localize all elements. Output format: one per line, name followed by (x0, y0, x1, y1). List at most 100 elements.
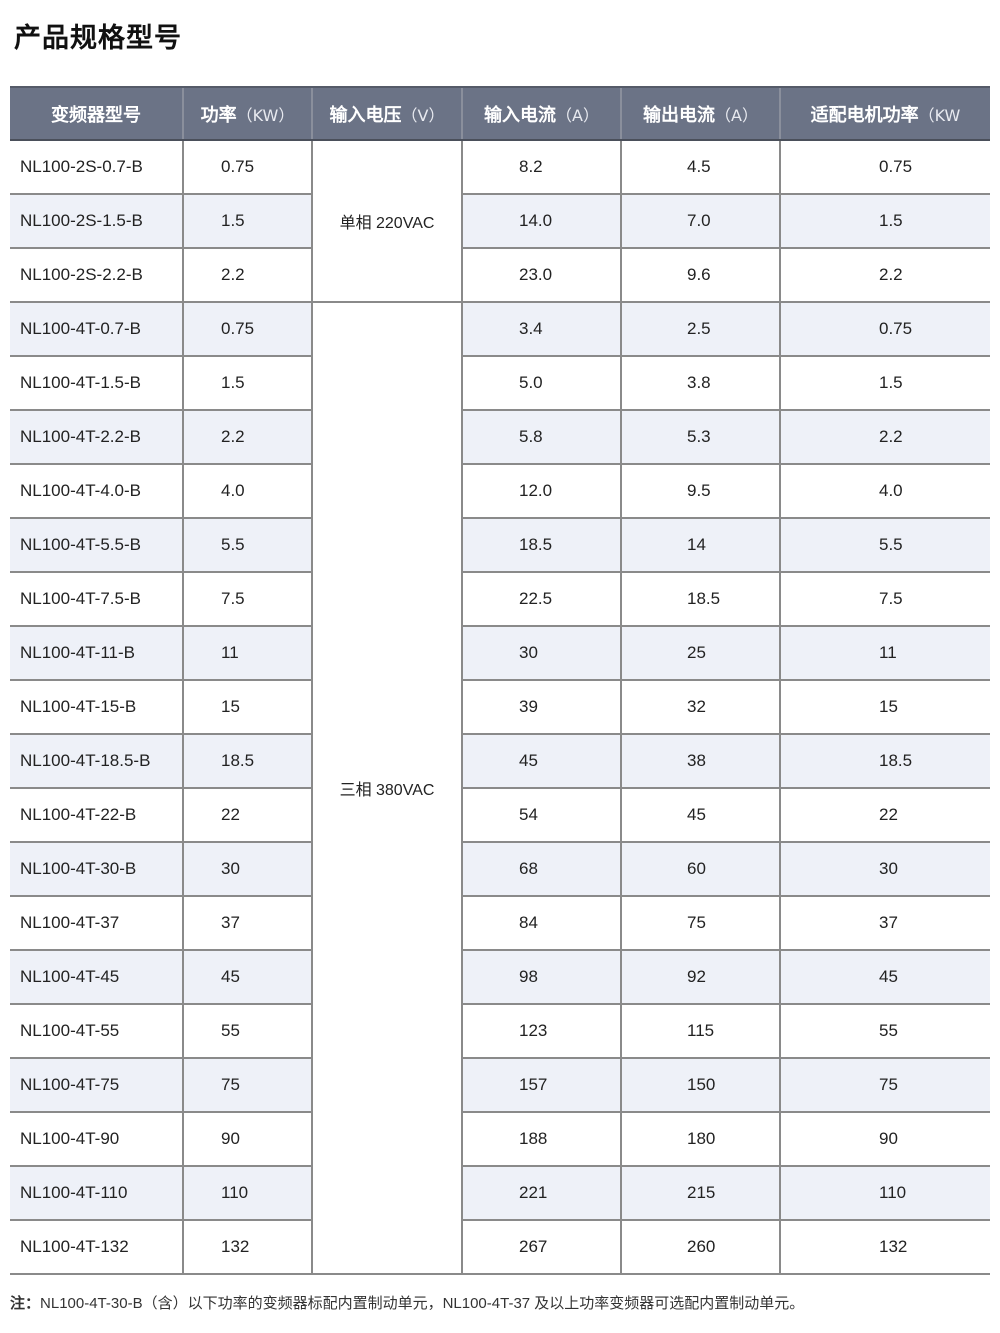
cell-input-current: 84 (461, 896, 621, 951)
cell-model: NL100-2S-1.5-B (10, 194, 183, 249)
cell-motor-power: 7.5 (779, 572, 990, 627)
cell-power: 5.5 (182, 518, 312, 573)
spec-table: 变频器型号 功率（KW） 输入电压（V） 输入电流（A） 输出电流（A） 适配电… (10, 86, 990, 1275)
cell-input-current: 14.0 (461, 194, 621, 249)
cell-output-current: 150 (620, 1058, 780, 1113)
cell-input-current: 221 (461, 1166, 621, 1221)
cell-output-current: 45 (620, 788, 780, 843)
table-row: NL100-4T-90 90 188 180 90 (10, 1112, 990, 1167)
cell-model: NL100-4T-2.2-B (10, 410, 183, 465)
cell-output-current: 60 (620, 842, 780, 897)
cell-output-current: 14 (620, 518, 780, 573)
cell-power: 1.5 (182, 356, 312, 411)
cell-output-current: 180 (620, 1112, 780, 1167)
table-row: NL100-4T-30-B 30 68 60 30 (10, 842, 990, 897)
footnote: 注：NL100-4T-30-B（含）以下功率的变频器标配内置制动单元，NL100… (10, 1295, 805, 1312)
cell-motor-power: 90 (779, 1112, 990, 1167)
cell-input-current: 8.2 (461, 140, 621, 195)
cell-motor-power: 1.5 (779, 356, 990, 411)
table-row: NL100-2S-1.5-B 1.5 14.0 7.0 1.5 (10, 194, 990, 249)
cell-input-current: 188 (461, 1112, 621, 1167)
cell-model: NL100-4T-30-B (10, 842, 183, 897)
cell-motor-power: 2.2 (779, 248, 990, 303)
table-row: NL100-4T-110 110 221 215 110 (10, 1166, 990, 1221)
header-input-current: 输入电流（A） (461, 86, 621, 141)
cell-power: 0.75 (182, 140, 312, 195)
cell-model: NL100-4T-18.5-B (10, 734, 183, 789)
cell-model: NL100-4T-7.5-B (10, 572, 183, 627)
cell-input-current: 18.5 (461, 518, 621, 573)
cell-input-current: 39 (461, 680, 621, 735)
cell-model: NL100-4T-55 (10, 1004, 183, 1059)
cell-motor-power: 11 (779, 626, 990, 681)
cell-model: NL100-2S-0.7-B (10, 140, 183, 195)
page-title: 产品规格型号 (14, 23, 182, 54)
table-row: NL100-4T-0.7-B 0.75 三相 380VAC 3.4 2.5 0.75 (10, 302, 990, 1275)
table-row: NL100-4T-22-B 22 54 45 22 (10, 788, 990, 843)
cell-input-current: 5.8 (461, 410, 621, 465)
cell-output-current: 92 (620, 950, 780, 1005)
cell-model: NL100-4T-45 (10, 950, 183, 1005)
cell-output-current: 38 (620, 734, 780, 789)
cell-power: 4.0 (182, 464, 312, 519)
cell-output-current: 215 (620, 1166, 780, 1221)
cell-output-current: 9.6 (620, 248, 780, 303)
header-output-current: 输出电流（A） (620, 86, 780, 141)
cell-model: NL100-4T-11-B (10, 626, 183, 681)
table-row: NL100-4T-45 45 98 92 45 (10, 950, 990, 1005)
table-row: NL100-4T-5.5-B 5.5 18.5 14 5.5 (10, 518, 990, 573)
cell-input-current: 267 (461, 1220, 621, 1275)
table-row: NL100-4T-15-B 15 39 32 15 (10, 680, 990, 735)
cell-model: NL100-4T-5.5-B (10, 518, 183, 573)
cell-motor-power: 75 (779, 1058, 990, 1113)
table-row: NL100-4T-7.5-B 7.5 22.5 18.5 7.5 (10, 572, 990, 627)
cell-motor-power: 132 (779, 1220, 990, 1275)
cell-output-current: 4.5 (620, 140, 780, 195)
cell-output-current: 260 (620, 1220, 780, 1275)
cell-model: NL100-4T-4.0-B (10, 464, 183, 519)
cell-output-current: 25 (620, 626, 780, 681)
cell-power: 2.2 (182, 410, 312, 465)
cell-power: 90 (182, 1112, 312, 1167)
cell-power: 0.75 (182, 302, 312, 357)
cell-model: NL100-4T-132 (10, 1220, 183, 1275)
cell-model: NL100-4T-75 (10, 1058, 183, 1113)
cell-output-current: 32 (620, 680, 780, 735)
cell-input-current: 157 (461, 1058, 621, 1113)
cell-motor-power: 45 (779, 950, 990, 1005)
cell-power: 55 (182, 1004, 312, 1059)
cell-model: NL100-4T-1.5-B (10, 356, 183, 411)
cell-motor-power: 55 (779, 1004, 990, 1059)
cell-output-current: 75 (620, 896, 780, 951)
cell-power: 11 (182, 626, 312, 681)
cell-input-voltage: 三相 380VAC (311, 302, 462, 1275)
cell-output-current: 115 (620, 1004, 780, 1059)
cell-power: 75 (182, 1058, 312, 1113)
cell-motor-power: 110 (779, 1166, 990, 1221)
table-row: NL100-4T-75 75 157 150 75 (10, 1058, 990, 1113)
table-row: NL100-4T-132 132 267 260 132 (10, 1220, 990, 1275)
table-row: NL100-4T-1.5-B 1.5 5.0 3.8 1.5 (10, 356, 990, 411)
cell-input-current: 12.0 (461, 464, 621, 519)
cell-output-current: 7.0 (620, 194, 780, 249)
cell-power: 18.5 (182, 734, 312, 789)
cell-power: 15 (182, 680, 312, 735)
cell-model: NL100-4T-110 (10, 1166, 183, 1221)
cell-output-current: 2.5 (620, 302, 780, 357)
header-power: 功率（KW） (182, 86, 312, 141)
table-row: NL100-2S-0.7-B 0.75 单相 220VAC 8.2 4.5 0.75 (10, 140, 990, 303)
cell-power: 110 (182, 1166, 312, 1221)
header-input-voltage: 输入电压（V） (311, 86, 462, 141)
cell-input-current: 22.5 (461, 572, 621, 627)
cell-motor-power: 22 (779, 788, 990, 843)
cell-motor-power: 0.75 (779, 302, 990, 357)
cell-model: NL100-4T-22-B (10, 788, 183, 843)
cell-model: NL100-4T-0.7-B (10, 302, 183, 357)
header-model: 变频器型号 (10, 86, 183, 141)
cell-motor-power: 15 (779, 680, 990, 735)
cell-output-current: 3.8 (620, 356, 780, 411)
table-row: NL100-4T-37 37 84 75 37 (10, 896, 990, 951)
cell-motor-power: 4.0 (779, 464, 990, 519)
cell-input-current: 123 (461, 1004, 621, 1059)
table-row: NL100-4T-11-B 11 30 25 11 (10, 626, 990, 681)
